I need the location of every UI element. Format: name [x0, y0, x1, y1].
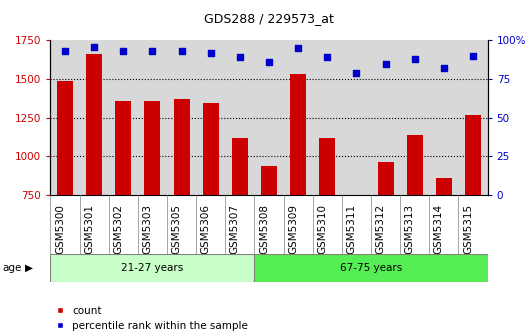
Point	[352, 70, 360, 76]
Text: GSM5305: GSM5305	[172, 204, 181, 254]
Bar	[261, 166, 277, 195]
Point	[60, 48, 69, 54]
Bar	[202, 103, 219, 195]
Point	[119, 48, 127, 54]
Legend: count, percentile rank within the sample: count, percentile rank within the sample	[56, 305, 248, 331]
Text: GSM5315: GSM5315	[463, 204, 473, 254]
Bar	[319, 138, 335, 195]
Text: GSM5311: GSM5311	[347, 204, 356, 254]
Bar	[173, 99, 190, 195]
Point	[90, 44, 99, 49]
Point	[235, 55, 244, 60]
Text: 67-75 years: 67-75 years	[340, 263, 402, 273]
Point	[439, 66, 448, 71]
Bar	[86, 54, 102, 195]
Bar	[377, 162, 394, 195]
Point	[148, 48, 156, 54]
Bar	[115, 100, 131, 195]
Bar	[232, 138, 248, 195]
Text: GSM5301: GSM5301	[84, 204, 94, 254]
Text: GDS288 / 229573_at: GDS288 / 229573_at	[204, 12, 334, 25]
Bar	[465, 115, 481, 195]
Text: GSM5310: GSM5310	[317, 204, 327, 254]
Point	[323, 55, 331, 60]
Text: GSM5312: GSM5312	[376, 204, 386, 254]
Point	[264, 59, 273, 65]
Text: GSM5308: GSM5308	[259, 204, 269, 254]
Text: GSM5300: GSM5300	[55, 204, 65, 254]
Text: GSM5314: GSM5314	[434, 204, 444, 254]
Bar	[254, 254, 488, 282]
Text: GSM5307: GSM5307	[230, 204, 240, 254]
Point	[381, 61, 390, 66]
Bar	[50, 254, 254, 282]
Text: GSM5303: GSM5303	[143, 204, 153, 254]
Bar	[290, 74, 306, 195]
Text: GSM5309: GSM5309	[288, 204, 298, 254]
Point	[410, 56, 419, 61]
Text: ▶: ▶	[25, 263, 33, 273]
Text: GSM5306: GSM5306	[201, 204, 211, 254]
Bar	[57, 81, 73, 195]
Bar	[407, 135, 423, 195]
Bar	[436, 178, 452, 195]
Text: age: age	[3, 263, 22, 273]
Point	[469, 53, 477, 58]
Text: GSM5302: GSM5302	[113, 204, 123, 254]
Point	[294, 45, 302, 51]
Text: GSM5313: GSM5313	[405, 204, 414, 254]
Point	[177, 48, 186, 54]
Point	[206, 50, 215, 55]
Text: 21-27 years: 21-27 years	[121, 263, 183, 273]
Bar	[144, 101, 161, 195]
